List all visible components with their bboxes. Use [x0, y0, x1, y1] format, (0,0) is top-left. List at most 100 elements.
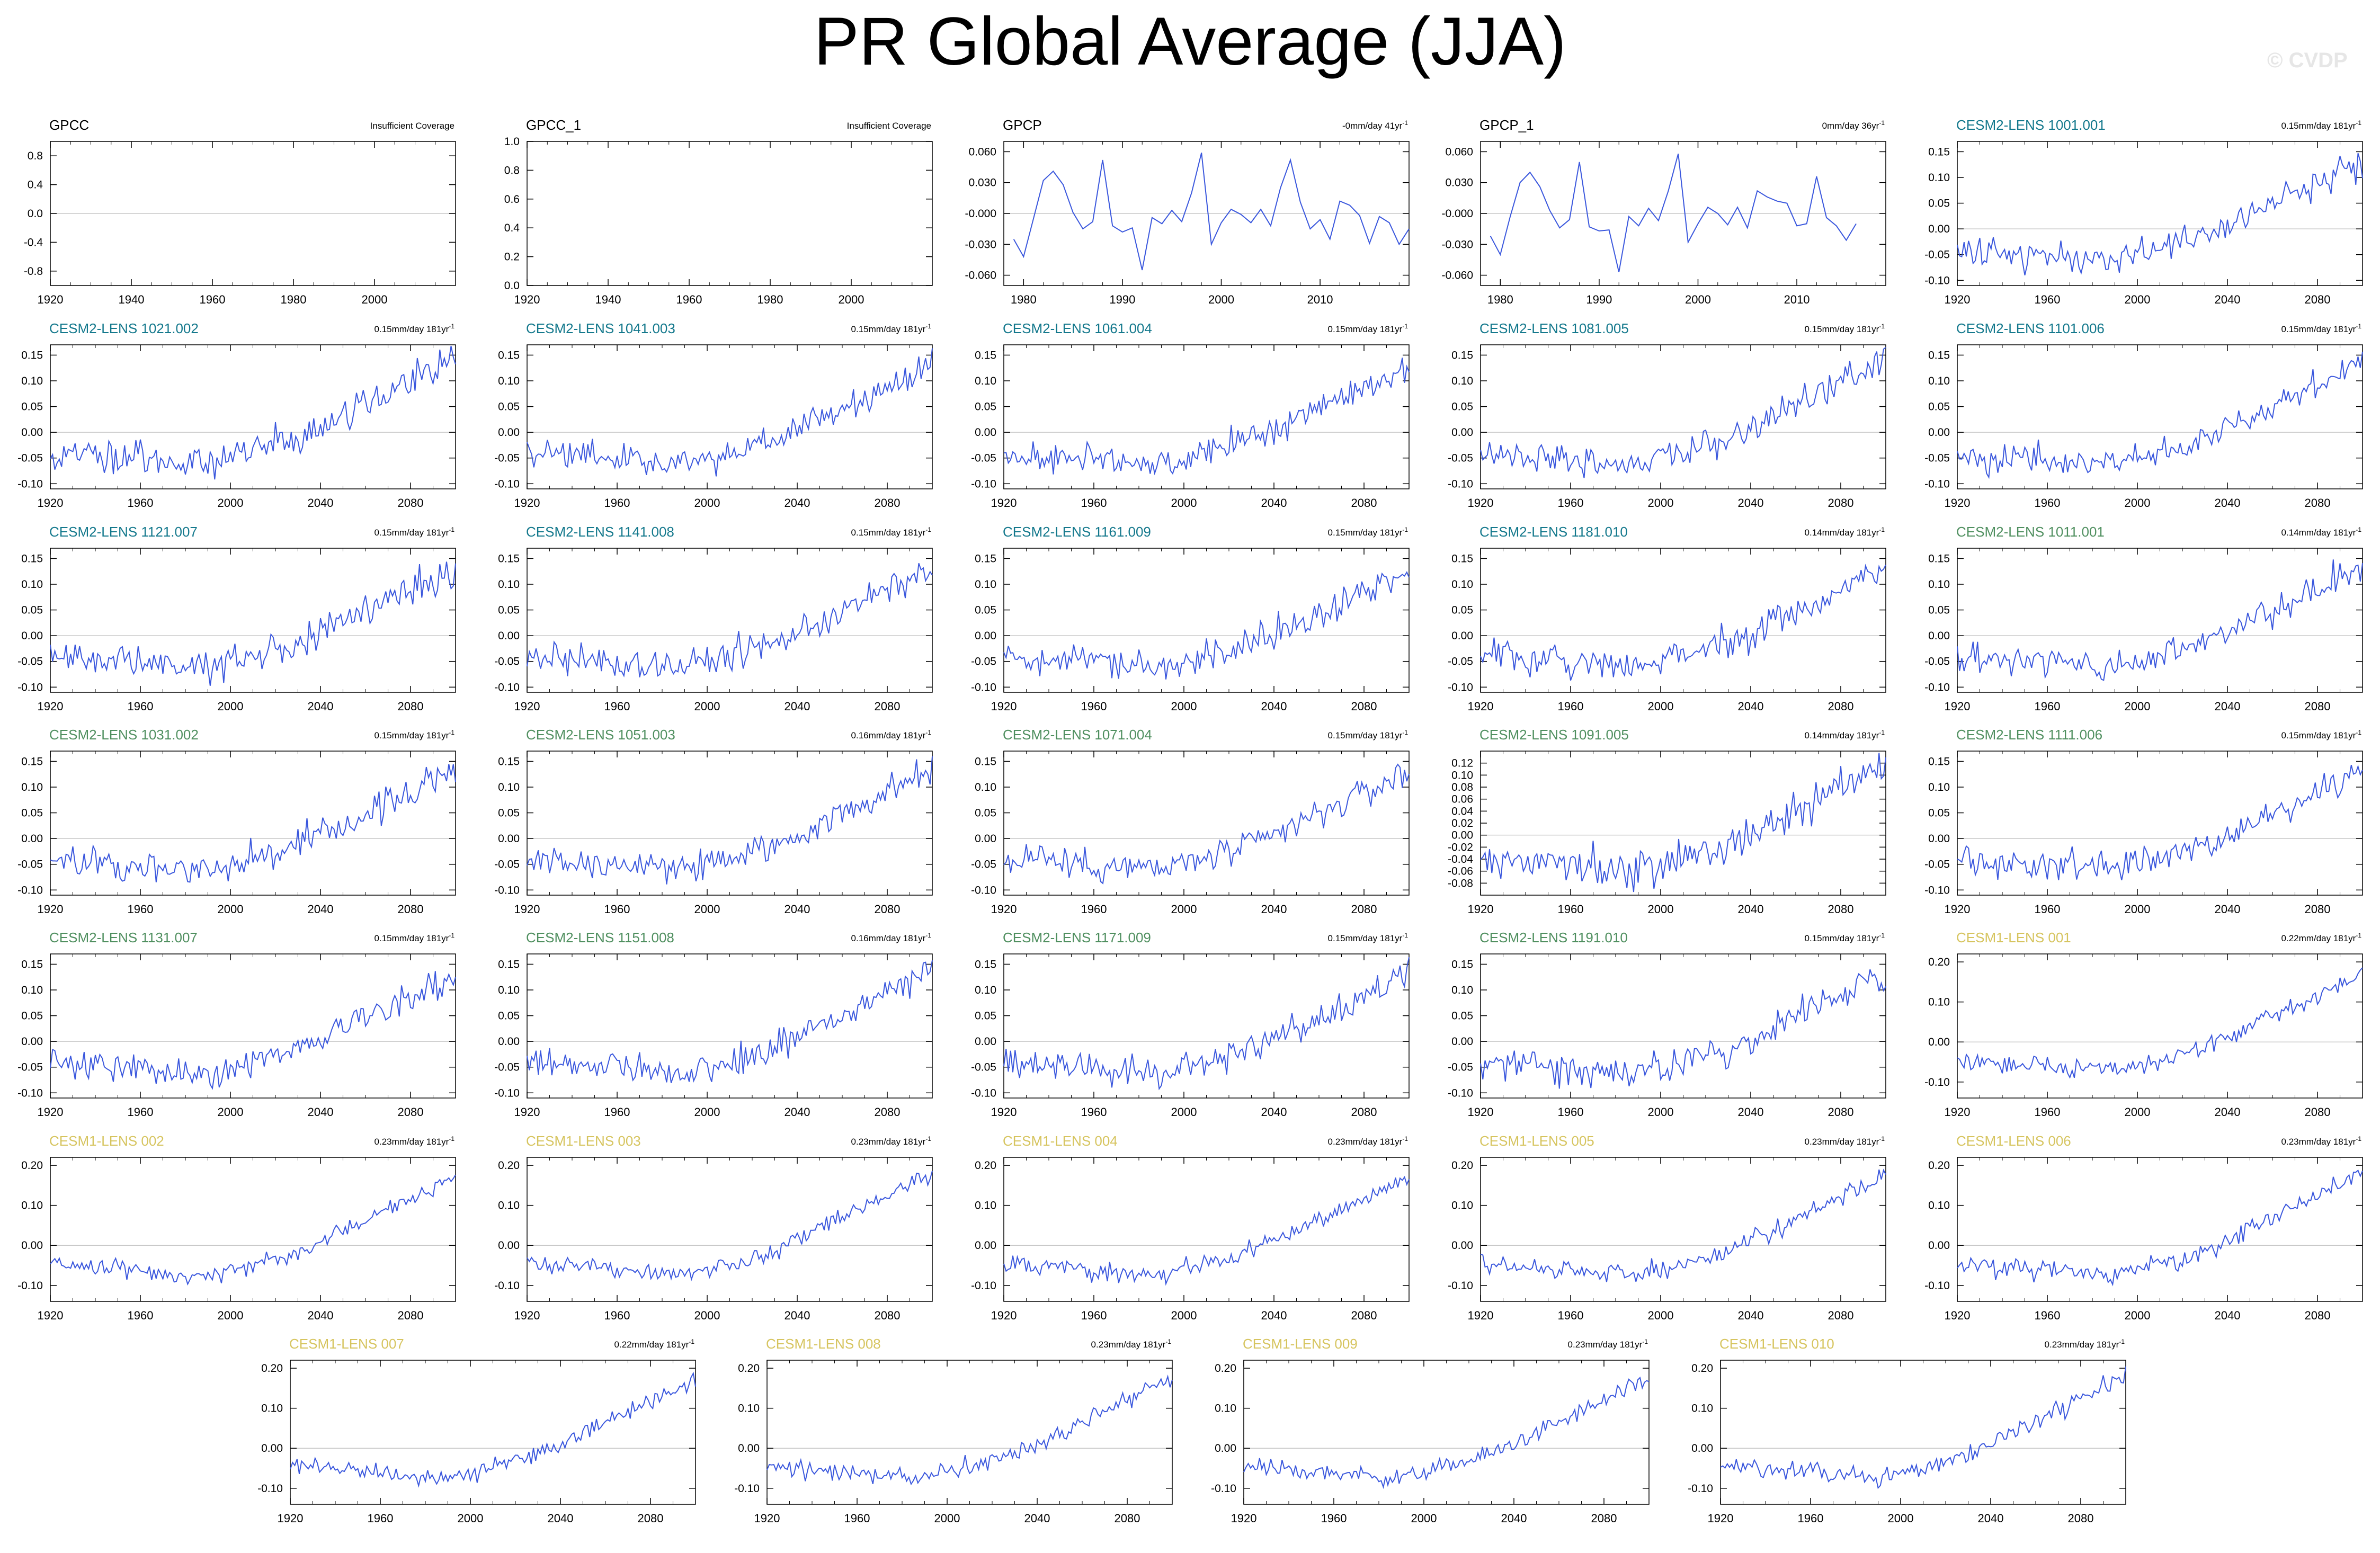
- chart-panel: CESM2-LENS 1091.005 0.14mm/day 181yr-1 192…: [1448, 727, 1886, 916]
- x-tick-label: 2080: [1828, 496, 1854, 510]
- x-tick-label: 2080: [875, 1105, 901, 1119]
- panel-title: CESM2-LENS 1161.009: [1003, 524, 1151, 540]
- y-tick-label: 0.00: [975, 833, 996, 845]
- x-tick-label: 2000: [218, 496, 244, 510]
- y-tick-label: 0.030: [968, 177, 996, 189]
- y-tick-label: 0.15: [498, 755, 520, 767]
- y-tick-label: -0.05: [1448, 1061, 1473, 1074]
- panel-frame: [50, 1157, 456, 1302]
- chart-panel: CESM1-LENS 009 0.23mm/day 181yr-1 1920 1960…: [1211, 1336, 1650, 1525]
- panel-title: CESM1-LENS 005: [1479, 1133, 1594, 1149]
- x-tick-label: 2000: [1411, 1512, 1437, 1525]
- x-tick-label: 2000: [218, 903, 244, 916]
- panel-annotation: 0.23mm/day 181yr-1: [1568, 1338, 1648, 1350]
- x-tick-label: 2080: [1351, 1105, 1377, 1119]
- x-tick-label: 1960: [2035, 1105, 2061, 1119]
- x-tick-label: 1920: [38, 1105, 64, 1119]
- x-tick-label: 2040: [785, 1309, 810, 1322]
- panel-frame: [766, 1360, 1173, 1505]
- panel-frame: [527, 953, 933, 1099]
- panel-frame: [1003, 548, 1410, 693]
- y-tick-label: 0.8: [504, 164, 520, 176]
- x-tick-label: 2000: [694, 903, 720, 916]
- x-tick-label: 2080: [1828, 700, 1854, 713]
- x-tick-label: 1960: [368, 1512, 394, 1525]
- x-tick-label: 1920: [1231, 1512, 1257, 1525]
- y-tick-label: -0.10: [257, 1483, 283, 1495]
- y-tick-label: -0.05: [1924, 249, 1950, 261]
- panel-frame: [527, 751, 933, 896]
- y-tick-label: 0.15: [975, 958, 996, 970]
- y-tick-label: 0.00: [1928, 1239, 1950, 1252]
- y-tick-label: -0.10: [494, 681, 520, 693]
- panel-title: GPCP_1: [1479, 117, 1534, 133]
- y-tick-label: -0.05: [17, 859, 43, 871]
- x-tick-label: 1960: [2035, 293, 2061, 306]
- y-tick-label: -0.10: [1448, 681, 1473, 693]
- y-tick-label: 0.08: [1451, 781, 1473, 793]
- x-tick-label: 2040: [785, 496, 810, 510]
- series-line: [1480, 753, 1886, 892]
- chart-panel: CESM1-LENS 010 0.23mm/day 181yr-1 1920 1960…: [1688, 1336, 2126, 1525]
- chart-panel: CESM2-LENS 1001.001 0.15mm/day 181yr-1 192…: [1924, 117, 2363, 306]
- y-tick-label: 0.06: [1451, 793, 1473, 806]
- x-tick-label: 2000: [2125, 700, 2151, 713]
- y-tick-label: 0.15: [1451, 552, 1473, 565]
- x-tick-label: 1920: [278, 1512, 304, 1525]
- x-tick-label: 2080: [875, 903, 901, 916]
- series-line: [1490, 154, 1857, 272]
- panel-title: CESM2-LENS 1001.001: [1956, 117, 2106, 133]
- chart-panel: CESM2-LENS 1021.002 0.15mm/day 181yr-1 192…: [17, 320, 456, 510]
- chart-panel: CESM2-LENS 1141.008 0.15mm/day 181yr-1 192…: [494, 524, 933, 713]
- panel-title: CESM2-LENS 1011.001: [1956, 524, 2105, 540]
- x-tick-label: 2080: [1351, 496, 1377, 510]
- y-tick-label: -0.05: [1924, 452, 1950, 465]
- x-tick-label: 2080: [1351, 1309, 1377, 1322]
- x-tick-label: 2080: [1351, 700, 1377, 713]
- y-tick-label: 0.15: [21, 755, 43, 767]
- x-tick-label: 2040: [308, 903, 334, 916]
- x-tick-label: 2080: [398, 903, 424, 916]
- x-tick-label: 2080: [638, 1512, 664, 1525]
- y-tick-label: -0.08: [1448, 877, 1473, 889]
- y-tick-label: 0.4: [28, 179, 43, 191]
- chart-panel: CESM2-LENS 1011.001 0.14mm/day 181yr-1 192…: [1924, 524, 2363, 713]
- y-tick-label: 0.10: [1928, 1200, 1950, 1212]
- series-line: [1003, 571, 1410, 680]
- y-tick-label: 0.15: [1928, 349, 1950, 361]
- y-tick-label: 0.15: [1928, 755, 1950, 767]
- series-line: [1957, 967, 2363, 1079]
- chart-panel: CESM2-LENS 1051.003 0.16mm/day 181yr-1 192…: [494, 727, 933, 916]
- x-tick-label: 2000: [1171, 1309, 1197, 1322]
- y-tick-label: 0.10: [1215, 1403, 1236, 1415]
- chart-panel: GPCP_1 0mm/day 36yr-1 1980 1990 2000 2010 -0.0…: [1441, 117, 1886, 306]
- y-tick-label: -0.05: [1924, 656, 1950, 668]
- y-tick-label: -0.10: [971, 478, 996, 490]
- y-tick-label: 0.00: [738, 1442, 760, 1454]
- x-tick-label: 2080: [1351, 903, 1377, 916]
- y-tick-label: 0.10: [975, 984, 996, 996]
- chart-panel: CESM1-LENS 004 0.23mm/day 181yr-1 1920 1960…: [971, 1133, 1410, 1322]
- y-tick-label: -0.10: [1448, 1280, 1473, 1292]
- x-tick-label: 1920: [754, 1512, 780, 1525]
- panel-title: GPCP: [1003, 117, 1042, 133]
- panel-title: CESM2-LENS 1181.010: [1479, 524, 1628, 540]
- panel-frame: [527, 344, 933, 489]
- y-tick-label: 0.05: [1928, 198, 1950, 210]
- x-tick-label: 1920: [1468, 1309, 1494, 1322]
- y-tick-label: 0.00: [1928, 833, 1950, 845]
- x-tick-label: 2000: [362, 293, 388, 306]
- y-tick-label: 0.05: [1451, 1010, 1473, 1022]
- y-tick-label: -0.05: [1448, 656, 1473, 668]
- series-line: [1003, 763, 1410, 885]
- y-tick-label: -0.030: [965, 238, 996, 251]
- y-tick-label: 0.15: [498, 349, 520, 361]
- y-tick-label: 0.20: [1928, 956, 1950, 968]
- y-tick-label: 0.10: [498, 781, 520, 793]
- panel-title: CESM1-LENS 007: [289, 1336, 404, 1352]
- panel-title: CESM2-LENS 1051.003: [526, 727, 675, 743]
- panel-frame: [1957, 548, 2363, 693]
- x-tick-label: 1920: [514, 496, 540, 510]
- y-tick-label: -0.10: [1924, 274, 1950, 287]
- x-tick-label: 1980: [1011, 293, 1037, 306]
